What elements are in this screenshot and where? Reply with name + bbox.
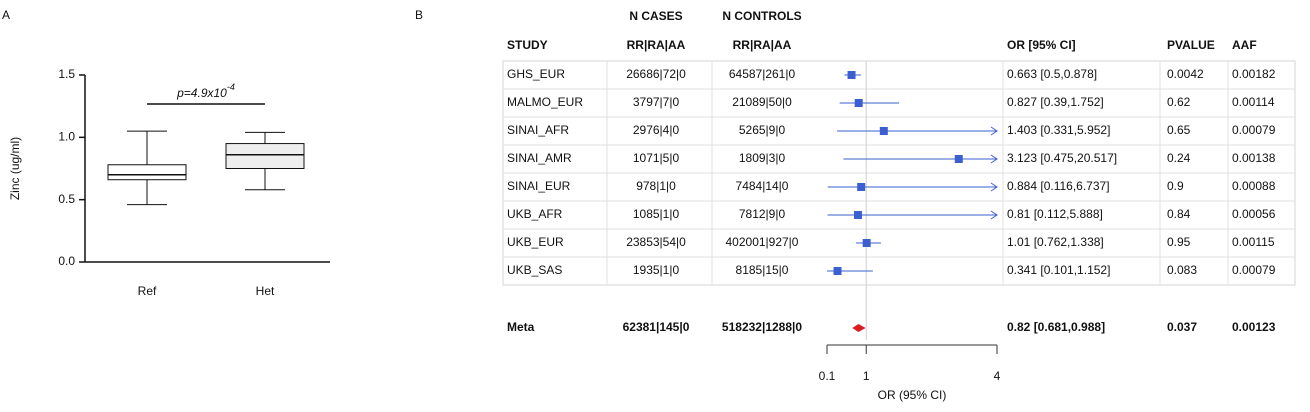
ci-arrow bbox=[990, 182, 998, 192]
cell-or-ci: 0.82 [0.681,0.988] bbox=[1007, 320, 1105, 334]
annotation-superscript: -4 bbox=[227, 82, 235, 92]
cell-study: UKB_AFR bbox=[507, 207, 563, 221]
cell-controls: 518232|1288|0 bbox=[722, 320, 802, 334]
cell-pvalue: 0.95 bbox=[1167, 235, 1191, 249]
ci-arrow bbox=[990, 126, 998, 136]
cell-pvalue: 0.0042 bbox=[1167, 67, 1204, 81]
cell-cases: 23853|54|0 bbox=[626, 235, 686, 249]
group-header: N CONTROLS bbox=[722, 9, 801, 23]
or-point bbox=[862, 239, 871, 247]
annotation-text: p=4.9x10 bbox=[176, 86, 227, 100]
cell-pvalue: 0.037 bbox=[1167, 320, 1197, 334]
cell-aaf: 0.00138 bbox=[1232, 151, 1276, 165]
cell-pvalue: 0.083 bbox=[1167, 263, 1197, 277]
cell-aaf: 0.00115 bbox=[1232, 235, 1275, 249]
cell-cases: 1935|1|0 bbox=[633, 263, 680, 277]
cell-cases: 978|1|0 bbox=[636, 179, 676, 193]
panel-label: A bbox=[2, 8, 10, 22]
cell-aaf: 0.00056 bbox=[1232, 207, 1276, 221]
column-header: PVALUE bbox=[1167, 38, 1215, 52]
cell-study: GHS_EUR bbox=[507, 67, 565, 81]
cell-pvalue: 0.62 bbox=[1167, 95, 1191, 109]
cell-aaf: 0.00079 bbox=[1232, 123, 1276, 137]
cell-or-ci: 0.663 [0.5,0.878] bbox=[1007, 67, 1097, 81]
cell-or-ci: 3.123 [0.475,20.517] bbox=[1007, 151, 1117, 165]
cell-cases: 3797|7|0 bbox=[633, 95, 680, 109]
cell-cases: 1085|1|0 bbox=[633, 207, 680, 221]
or-point bbox=[879, 127, 888, 135]
cell-controls: 21089|50|0 bbox=[732, 95, 792, 109]
cell-aaf: 0.00088 bbox=[1232, 179, 1276, 193]
or-point bbox=[853, 211, 862, 219]
cell-study: UKB_SAS bbox=[507, 263, 562, 277]
cell-study: MALMO_EUR bbox=[507, 95, 583, 109]
meta-diamond bbox=[852, 324, 866, 332]
cell-aaf: 0.00114 bbox=[1232, 95, 1275, 109]
cell-or-ci: 1.01 [0.762,1.338] bbox=[1007, 235, 1104, 249]
x-tick-label: Het bbox=[256, 284, 275, 298]
column-header: STUDY bbox=[507, 38, 548, 52]
cell-controls: 64587|261|0 bbox=[729, 67, 796, 81]
box bbox=[107, 164, 187, 181]
x-tick-label: 0.1 bbox=[819, 369, 836, 383]
cell-or-ci: 0.81 [0.112,5.888] bbox=[1007, 207, 1103, 221]
y-tick-label: 1.0 bbox=[58, 130, 75, 144]
cell-cases: 62381|145|0 bbox=[623, 320, 690, 334]
group-header: N CASES bbox=[629, 9, 682, 23]
cell-pvalue: 0.65 bbox=[1167, 123, 1191, 137]
cell-cases: 1071|5|0 bbox=[633, 151, 680, 165]
or-point bbox=[954, 155, 963, 163]
column-header: RR|RA|AA bbox=[733, 38, 792, 52]
column-header: RR|RA|AA bbox=[627, 38, 686, 52]
or-point bbox=[847, 71, 856, 79]
cell-aaf: 0.00123 bbox=[1232, 320, 1276, 334]
or-point bbox=[833, 267, 842, 275]
cell-controls: 7812|9|0 bbox=[739, 207, 786, 221]
or-point bbox=[857, 183, 866, 191]
column-header: AAF bbox=[1232, 38, 1257, 52]
cell-study: Meta bbox=[507, 320, 535, 334]
cell-pvalue: 0.24 bbox=[1167, 151, 1191, 165]
box bbox=[225, 143, 305, 169]
ci-arrow bbox=[990, 210, 998, 220]
cell-study: SINAI_EUR bbox=[507, 179, 571, 193]
panel-label: B bbox=[415, 8, 423, 22]
cell-controls: 402001|927|0 bbox=[726, 235, 799, 249]
annotation: p=4.9x10-4 bbox=[176, 82, 235, 100]
cell-or-ci: 0.827 [0.39,1.752] bbox=[1007, 95, 1104, 109]
cell-cases: 2976|4|0 bbox=[633, 123, 680, 137]
cell-controls: 8185|15|0 bbox=[736, 263, 789, 277]
cell-pvalue: 0.84 bbox=[1167, 207, 1191, 221]
cell-controls: 1809|3|0 bbox=[739, 151, 786, 165]
cell-cases: 26686|72|0 bbox=[626, 67, 686, 81]
y-tick-label: 0.0 bbox=[58, 254, 75, 268]
or-point bbox=[854, 99, 863, 107]
cell-study: UKB_EUR bbox=[507, 235, 564, 249]
ci-arrow bbox=[990, 154, 998, 164]
y-tick-label: 1.5 bbox=[58, 67, 75, 81]
x-tick-label: 4 bbox=[994, 369, 1001, 383]
x-tick-label: Ref bbox=[138, 284, 157, 298]
cell-pvalue: 0.9 bbox=[1167, 179, 1184, 193]
column-header: OR [95% CI] bbox=[1007, 38, 1076, 52]
cell-or-ci: 0.341 [0.101,1.152] bbox=[1007, 263, 1110, 277]
cell-aaf: 0.00079 bbox=[1232, 263, 1276, 277]
cell-aaf: 0.00182 bbox=[1232, 67, 1276, 81]
cell-study: SINAI_AFR bbox=[507, 123, 569, 137]
y-tick-label: 0.5 bbox=[58, 192, 75, 206]
cell-or-ci: 0.884 [0.116,6.737] bbox=[1007, 179, 1110, 193]
cell-study: SINAI_AMR bbox=[507, 151, 572, 165]
cell-or-ci: 1.403 [0.331,5.952] bbox=[1007, 123, 1110, 137]
x-tick-label: 1 bbox=[863, 369, 870, 383]
y-axis-label: Zinc (ug/ml) bbox=[8, 137, 22, 200]
cell-controls: 7484|14|0 bbox=[736, 179, 789, 193]
cell-controls: 5265|9|0 bbox=[739, 123, 786, 137]
x-axis-label: OR (95% CI) bbox=[878, 388, 947, 402]
